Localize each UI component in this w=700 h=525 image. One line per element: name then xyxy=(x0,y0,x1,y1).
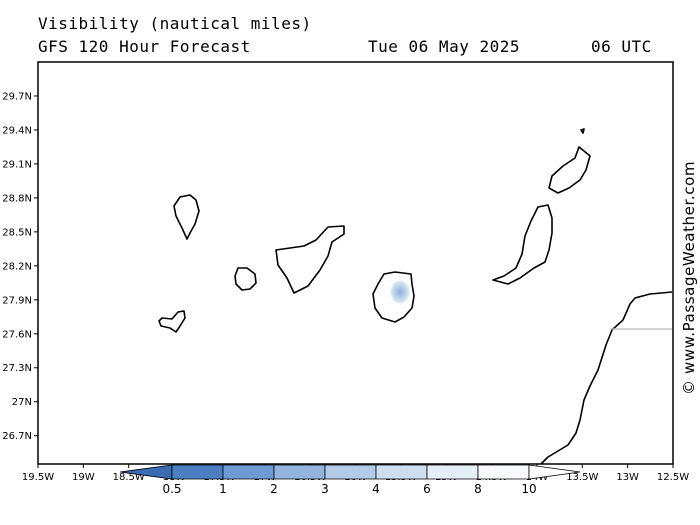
lon-tick-label: 13.5W xyxy=(566,472,598,483)
latitude-ticks: 29.7N 29.4N 29.1N 28.8N 28.5N 28.2N 27.9N 27.6N… xyxy=(2,91,38,442)
coastlines xyxy=(158,128,673,465)
island-gran-canaria xyxy=(372,271,415,323)
lat-tick-label: 27N xyxy=(12,397,32,408)
lat-tick-label: 28.8N xyxy=(2,193,32,204)
colorbar-label: 10 xyxy=(521,482,536,496)
colorbar-label: 2 xyxy=(270,482,278,496)
africa-coast xyxy=(540,291,673,465)
colorbar-segment xyxy=(426,464,479,480)
colorbar-label: 4 xyxy=(372,482,380,496)
lat-tick-label: 29.4N xyxy=(2,125,32,136)
colorbar-label: 1 xyxy=(219,482,227,496)
colorbar-segment xyxy=(477,464,530,480)
visibility-colorbar: 0.5 1 2 3 4 6 8 10 xyxy=(119,464,581,496)
lat-tick-label: 27.9N xyxy=(2,295,32,306)
islet-alegranza xyxy=(580,128,585,134)
lat-tick-label: 29.7N xyxy=(2,91,32,102)
lon-tick-label: 18.5W xyxy=(113,472,145,483)
colorbar-segment xyxy=(222,464,275,480)
lon-tick-label: 12.5W xyxy=(657,472,689,483)
colorbar-label: 3 xyxy=(321,482,329,496)
map-frame xyxy=(37,61,674,465)
island-tenerife xyxy=(275,225,345,294)
lat-tick-label: 26.7N xyxy=(2,431,32,442)
lat-tick-label: 27.6N xyxy=(2,329,32,340)
colorbar-segment xyxy=(324,464,377,480)
map-title: Visibility (nautical miles) xyxy=(38,14,312,33)
lat-tick-label: 28.5N xyxy=(2,227,32,238)
lon-tick-label: 19.5W xyxy=(22,472,54,483)
site-credit: © www.PassageWeather.com xyxy=(680,160,698,395)
lat-tick-label: 28.2N xyxy=(2,261,32,272)
colorbar-segment xyxy=(273,464,326,480)
colorbar-segment xyxy=(528,464,581,480)
island-lanzarote xyxy=(548,146,591,194)
island-la-gomera xyxy=(234,267,257,291)
lat-tick-label: 29.1N xyxy=(2,159,32,170)
island-el-hierro xyxy=(158,310,186,333)
lat-tick-label: 27.3N xyxy=(2,363,32,374)
low-visibility-area xyxy=(389,279,411,305)
forecast-model: GFS 120 Hour Forecast xyxy=(38,37,251,56)
lon-tick-label: 13W xyxy=(616,472,639,483)
forecast-date: Tue 06 May 2025 xyxy=(368,37,520,56)
colorbar-label: 0.5 xyxy=(162,482,181,496)
colorbar-label: 8 xyxy=(474,482,482,496)
colorbar-segment xyxy=(171,464,224,480)
lon-tick-label: 19W xyxy=(72,472,95,483)
forecast-time: 06 UTC xyxy=(591,37,652,56)
island-la-palma xyxy=(173,194,200,240)
colorbar-segment xyxy=(375,464,428,480)
island-fuerteventura xyxy=(492,204,553,285)
colorbar-label: 6 xyxy=(423,482,431,496)
